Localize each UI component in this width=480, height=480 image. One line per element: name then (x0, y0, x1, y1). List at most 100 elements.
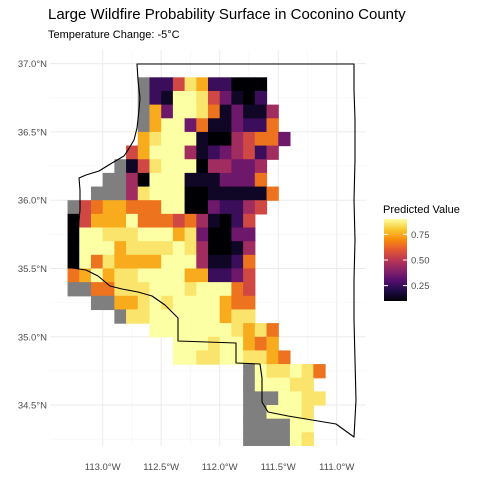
raster-cell (102, 241, 115, 256)
nodata-cell (243, 364, 256, 379)
raster-cell (243, 254, 256, 270)
raster-cell (126, 254, 139, 270)
nodata-cell (254, 405, 268, 420)
raster-cell (301, 377, 314, 392)
raster-cell (231, 90, 244, 106)
y-tick-label: 35.5°N (18, 264, 47, 275)
raster-cell (243, 309, 256, 324)
raster-cell (243, 77, 256, 92)
raster-cell (114, 213, 127, 229)
raster-cell (126, 227, 139, 242)
raster-cell (289, 364, 303, 379)
nodata-cell (67, 200, 80, 215)
raster-cell (231, 104, 244, 119)
raster-cell (219, 336, 232, 352)
raster-cell (102, 200, 115, 215)
raster-cell (126, 186, 139, 201)
raster-cell (278, 405, 291, 420)
raster-cell (149, 200, 162, 215)
raster-cell (219, 200, 232, 215)
raster-cell (184, 350, 197, 365)
y-tick-label: 35.0°N (18, 332, 47, 343)
raster-cell (219, 77, 232, 92)
raster-cell (313, 391, 326, 406)
raster-cell (102, 254, 115, 270)
raster-cell (243, 350, 256, 365)
raster-cell (219, 131, 232, 147)
raster-cell (196, 227, 209, 242)
raster-cell (67, 241, 80, 256)
raster-cell (90, 282, 104, 297)
nodata-cell (90, 186, 104, 201)
raster-cell (137, 186, 151, 201)
nodata-cell (79, 282, 92, 297)
raster-cell (184, 213, 197, 229)
raster-cell (196, 159, 209, 174)
nodata-cell (266, 418, 279, 433)
raster-cell (208, 131, 221, 147)
raster-cell (102, 282, 115, 297)
raster-cell (137, 213, 151, 229)
raster-cell (231, 213, 244, 229)
raster-cell (161, 323, 174, 338)
raster-cell (126, 309, 139, 324)
raster-cell (184, 104, 197, 119)
raster-cell (184, 118, 197, 133)
raster-cell (243, 282, 256, 297)
y-tick-label: 34.5°N (18, 401, 47, 412)
raster-cell (254, 77, 268, 92)
raster-cell (231, 77, 244, 92)
raster-cell (208, 282, 221, 297)
raster-cell (126, 282, 139, 297)
raster-cell (172, 323, 186, 338)
nodata-cell (137, 104, 151, 119)
raster-cell (149, 268, 162, 283)
raster-cell (243, 186, 256, 201)
raster-cell (219, 309, 232, 324)
raster-cell (219, 213, 232, 229)
raster-cell (184, 309, 197, 324)
nodata-cell (254, 432, 268, 446)
raster-cell (149, 131, 162, 147)
nodata-cell (114, 309, 127, 324)
nodata-cell (114, 159, 127, 174)
raster-cell (102, 213, 115, 229)
y-tick-label: 36.0°N (18, 196, 47, 207)
raster-cell (149, 282, 162, 297)
raster-cell (90, 254, 104, 270)
raster-cell (161, 77, 174, 92)
raster-cell (231, 227, 244, 242)
raster-cell (301, 418, 314, 433)
raster-cell (90, 200, 104, 215)
raster-cell (137, 145, 151, 160)
raster-cell (114, 200, 127, 215)
raster-cell (243, 268, 256, 283)
raster-cell (184, 227, 197, 242)
raster-cell (196, 145, 209, 160)
raster-cell (184, 323, 197, 338)
raster-cell (149, 186, 162, 201)
nodata-cell (243, 418, 256, 433)
raster-cell (266, 350, 279, 365)
raster-cell (219, 282, 232, 297)
raster-cell (196, 268, 209, 283)
nodata-cell (102, 295, 115, 311)
raster-cell (149, 295, 162, 311)
raster-cell (172, 268, 186, 283)
raster-cell (196, 104, 209, 119)
raster-cell (172, 104, 186, 119)
raster-cell (172, 186, 186, 201)
raster-cell (243, 172, 256, 188)
county-boundary (71, 63, 357, 438)
raster-cell (219, 118, 232, 133)
raster-cells (67, 77, 326, 446)
raster-cell (172, 172, 186, 188)
raster-cell (219, 295, 232, 311)
raster-cell (219, 227, 232, 242)
raster-cell (137, 309, 151, 324)
raster-cell (208, 241, 221, 256)
raster-cell (149, 90, 162, 106)
raster-cell (231, 350, 244, 365)
raster-cell (137, 254, 151, 270)
raster-cell (172, 227, 186, 242)
